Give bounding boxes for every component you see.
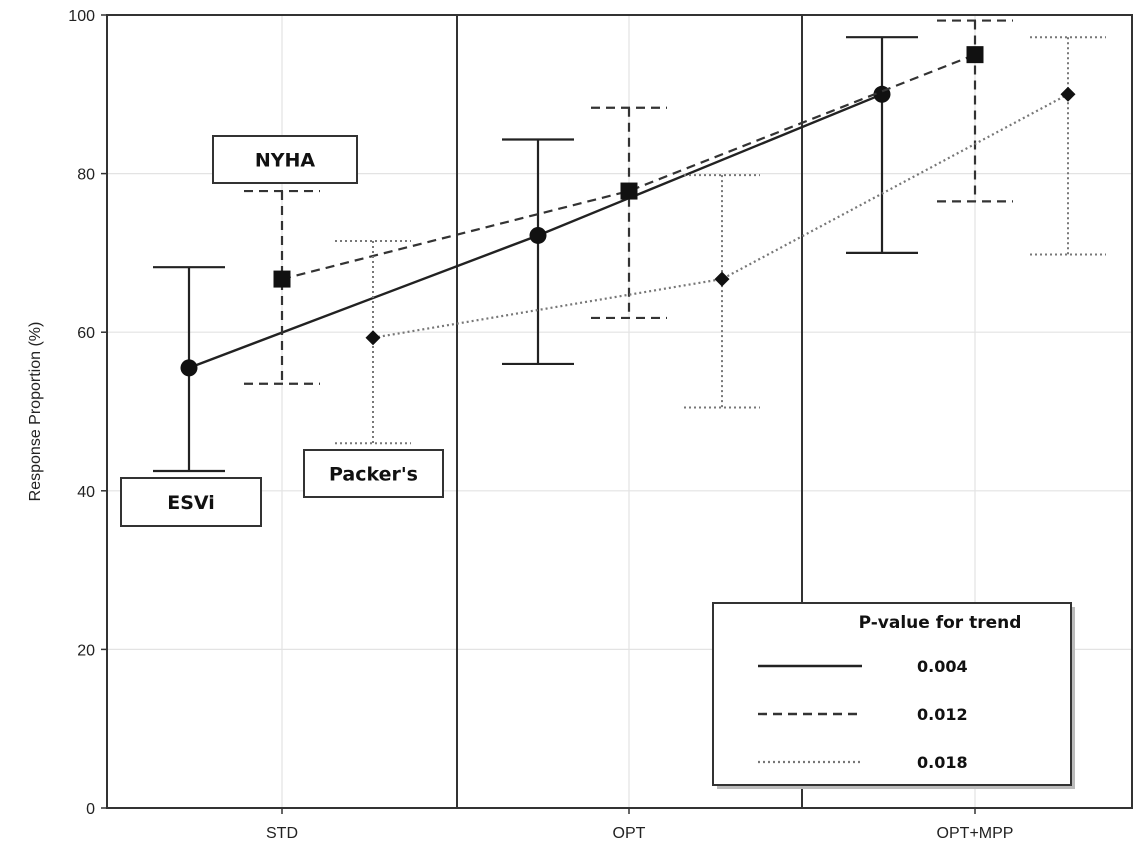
- plot-frame: [106, 14, 1133, 809]
- series-labels: NYHA Packer's ESVi: [120, 135, 444, 527]
- series-label-esvi: ESVi: [120, 477, 262, 527]
- data-point-diamond: [1060, 86, 1076, 102]
- legend-title: P-value for trend: [859, 613, 1022, 633]
- series-label-nyha: NYHA: [212, 135, 358, 184]
- data-point-square: [966, 46, 984, 64]
- data-point-circle: [180, 359, 198, 377]
- y-tick-label: 20: [77, 642, 95, 659]
- y-tick-label: 100: [68, 8, 95, 25]
- legend-entry-label: 0.012: [917, 705, 968, 724]
- label-text: ESVi: [167, 492, 215, 514]
- series-esvi: [153, 36, 918, 473]
- data-point-square: [273, 270, 291, 288]
- x-tick-label: OPT+MPP: [937, 825, 1014, 842]
- data-point-diamond: [365, 330, 381, 346]
- series-label-packers: Packer's: [303, 449, 444, 498]
- y-tick-label: 0: [86, 801, 95, 818]
- axis-ticks: 0 20 40 60 80 100 STD OPT OPT+MPP: [68, 8, 1013, 842]
- label-text: Packer's: [329, 464, 418, 486]
- y-tick-label: 60: [77, 325, 95, 342]
- series-layer: [153, 19, 1106, 473]
- data-point-diamond: [714, 271, 730, 287]
- series-line: [372, 93, 1069, 339]
- y-tick-label: 40: [77, 484, 95, 501]
- x-tick-label: STD: [266, 825, 298, 842]
- y-tick-label: 80: [77, 167, 95, 184]
- legend-entry-label: 0.004: [917, 657, 968, 676]
- label-text: NYHA: [255, 150, 316, 172]
- label-box: [303, 449, 444, 498]
- series-packers: [335, 36, 1106, 445]
- series-line: [281, 53, 976, 281]
- data-point-circle: [529, 226, 547, 244]
- y-axis-title: Response Proportion (%): [27, 322, 44, 502]
- label-box: [120, 477, 262, 527]
- legend-entry-label: 0.018: [917, 753, 968, 772]
- legend-box: [712, 602, 1072, 786]
- x-tick-label: OPT: [613, 825, 646, 842]
- legend: P-value for trend 0.004 0.012 0.018: [712, 602, 1075, 789]
- series-nyha: [244, 19, 1013, 385]
- data-point-square: [620, 182, 638, 200]
- label-box: [212, 135, 358, 184]
